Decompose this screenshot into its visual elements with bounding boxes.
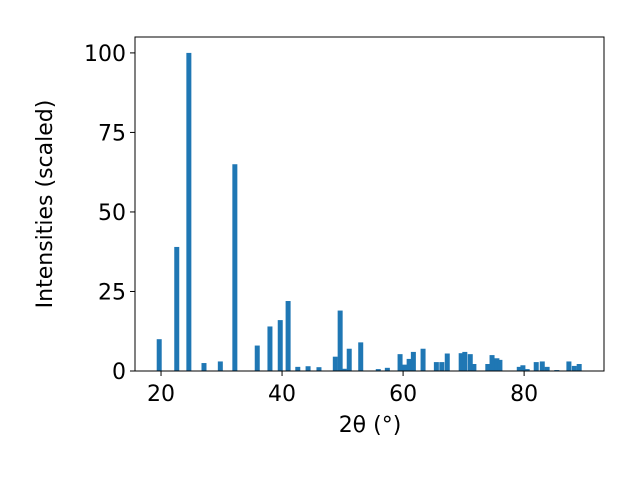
bar	[277, 320, 283, 371]
y-tick-label: 75	[98, 121, 126, 146]
bar	[332, 356, 338, 371]
bar	[254, 345, 260, 371]
bar	[346, 348, 352, 371]
bar	[232, 164, 238, 371]
bar	[467, 354, 473, 371]
bar	[533, 362, 539, 371]
bar	[458, 353, 464, 371]
bar	[444, 353, 450, 371]
bar	[571, 365, 577, 371]
bar	[471, 364, 477, 371]
bar	[420, 348, 426, 371]
x-tick-label: 80	[510, 382, 538, 407]
bar	[544, 366, 550, 371]
bar	[489, 355, 495, 371]
bar	[520, 365, 526, 371]
bar	[566, 361, 572, 371]
bar	[485, 364, 491, 371]
bar	[267, 326, 273, 371]
bar	[410, 351, 416, 371]
bar	[494, 358, 500, 371]
bar	[217, 361, 223, 371]
bar	[186, 52, 192, 372]
bar	[462, 351, 468, 371]
plot-frame	[134, 36, 605, 372]
y-tick-label: 100	[84, 42, 126, 67]
bar	[375, 369, 381, 371]
bar	[337, 310, 343, 371]
y-tick-label: 0	[112, 360, 126, 385]
bar	[539, 361, 545, 371]
bar	[341, 368, 347, 371]
bar	[305, 366, 311, 371]
bar	[433, 362, 439, 371]
bar	[358, 342, 364, 371]
bar	[384, 367, 390, 371]
bar	[524, 369, 530, 371]
x-tick-label: 20	[147, 382, 175, 407]
bar	[201, 363, 207, 371]
bar	[397, 354, 403, 371]
bar	[295, 366, 301, 371]
y-tick-label: 50	[98, 201, 126, 226]
bar	[576, 364, 582, 371]
bar	[402, 364, 408, 371]
bar	[174, 246, 180, 371]
bar	[316, 367, 322, 371]
bar	[439, 362, 445, 371]
bar	[516, 366, 522, 371]
x-tick-label: 40	[268, 382, 296, 407]
y-axis-label: Intensities (scaled)	[33, 100, 58, 309]
x-tick-label: 60	[389, 382, 417, 407]
y-tick-label: 25	[98, 280, 126, 305]
bar	[156, 339, 162, 371]
bar	[497, 359, 503, 371]
bar	[285, 301, 291, 371]
bar	[406, 358, 412, 371]
x-axis-label: 2θ (°)	[339, 413, 402, 438]
